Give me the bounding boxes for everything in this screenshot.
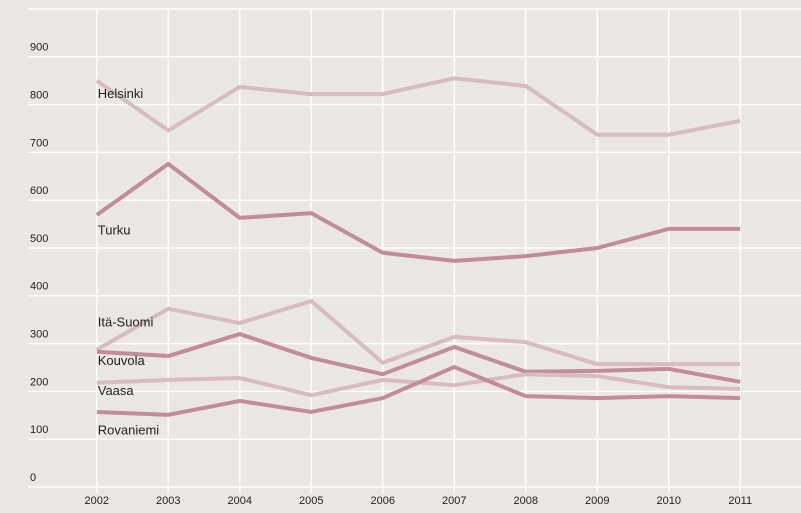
y-tick-label: 100 xyxy=(30,424,48,436)
y-tick-label: 900 xyxy=(30,42,48,54)
x-tick-label: 2007 xyxy=(442,495,466,507)
y-tick-label: 300 xyxy=(30,329,48,341)
y-tick-label: 800 xyxy=(30,90,48,102)
x-tick-label: 2003 xyxy=(156,495,180,507)
x-tick-label: 2010 xyxy=(657,495,681,507)
y-tick-label: 400 xyxy=(30,281,48,293)
x-tick-label: 2011 xyxy=(728,495,752,507)
x-tick-label: 2008 xyxy=(514,495,538,507)
y-tick-label: 600 xyxy=(30,185,48,197)
series-label: Vaasa xyxy=(98,383,135,398)
series-label: Itä-Suomi xyxy=(98,314,154,329)
series-label: Helsinki xyxy=(98,86,144,101)
x-tick-label: 2004 xyxy=(228,495,252,507)
y-tick-label: 500 xyxy=(30,233,48,245)
y-tick-label: 700 xyxy=(30,137,48,149)
series-line xyxy=(96,332,741,384)
x-tick-label: 2005 xyxy=(299,495,323,507)
x-tick-label: 2002 xyxy=(85,495,109,507)
x-tick-label: 2009 xyxy=(585,495,609,507)
series-label: Rovaniemi xyxy=(98,422,160,437)
series-line xyxy=(95,299,741,367)
series-line xyxy=(95,76,741,137)
series-line xyxy=(96,365,741,417)
series-line xyxy=(95,161,741,263)
series-label: Turku xyxy=(98,222,131,237)
y-tick-label: 200 xyxy=(30,376,48,388)
x-tick-label: 2006 xyxy=(371,495,395,507)
series-label: Kouvola xyxy=(98,353,146,368)
y-tick-label: 0 xyxy=(30,472,36,484)
